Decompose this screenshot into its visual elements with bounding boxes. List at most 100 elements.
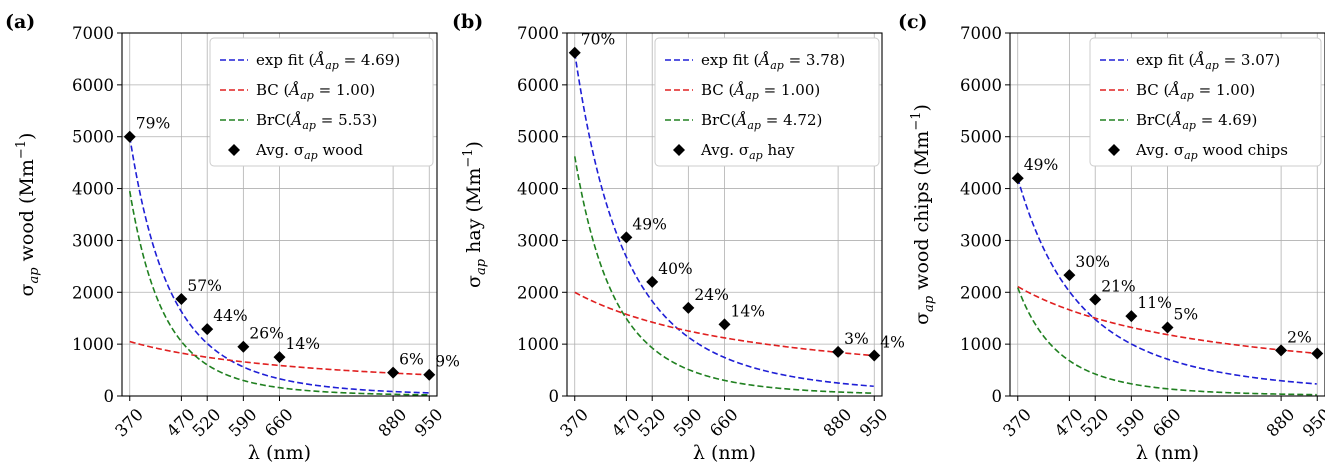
x-tick-label: 880 [820,405,856,441]
x-axis-label: λ (nm) [248,442,311,464]
legend-label-post: = 4.72) [761,111,822,129]
legend-label-sym: Å [1167,81,1180,99]
legend: exp fit (Åap = 3.07)BC (Åap = 1.00)BrC(Å… [1089,37,1322,167]
x-tick-label: 590 [1113,405,1149,441]
panel-c: 49% 30% 21%11%5% 2% 3% 0 1000 2000 3000 4000 5000 6… [898,11,1325,464]
y-tick-label: 7000 [960,24,1002,43]
legend-label: BrC(Åap = 5.53) [256,111,377,132]
y-label-end: ) [463,141,485,148]
legend-label-sub: ap [302,119,316,132]
y-label-rest: wood (Mm [16,159,38,267]
x-tick-label: 520 [189,405,225,441]
data-point [868,349,881,362]
curve-exp-fit [573,52,874,388]
legend-label-post: = 4.69) [339,51,400,69]
data-point [832,345,845,358]
y-axis-label: σap hay (Mm−1) [461,141,489,288]
data-label: 40% [658,260,692,278]
legend-label: BC (Åap = 1.00) [1136,81,1255,102]
y-tick-label: 2000 [960,283,1002,302]
legend-label-pre: exp fit ( [256,51,314,69]
data-label: 21% [1101,278,1135,296]
y-label-main: σ [463,275,485,288]
x-tick-label: 660 [706,405,742,441]
y-tick-label: 5000 [72,128,114,147]
x-tick-label: 370 [999,405,1035,441]
legend-label: BC (Åap = 1.00) [701,81,820,102]
data-point [620,231,633,244]
legend-marker [673,144,685,156]
data-label: 26% [249,325,283,343]
data-point [718,318,731,331]
data-point [1063,269,1076,282]
legend-label-pre: BrC( [256,111,292,129]
y-label-sup: −1 [14,140,29,159]
curve-bc [574,291,874,357]
x-tick-label: 370 [556,405,592,441]
legend-label-post: wood [318,141,364,159]
legend-label-sym: Å [287,81,300,99]
legend-label-sub: ap [770,59,784,72]
data-point [1275,344,1288,357]
data-point [201,323,214,336]
y-label-sup: −1 [461,148,476,167]
y-tick-label: 0 [992,387,1003,406]
y-label-sub: ap [27,267,42,284]
legend-label-post: wood chips [1198,141,1288,159]
data-label: 30% [1075,253,1109,271]
legend-label-sym: Å [1170,111,1183,129]
y-tick-label: 4000 [517,180,559,199]
curve-exp-fit [128,136,429,394]
y-tick-label: 0 [549,387,560,406]
x-tick-label: 880 [375,405,411,441]
y-label-rest: hay (Mm [463,168,485,259]
panel-label: (a) [5,11,35,33]
data-label: 2% [1287,328,1312,346]
legend: exp fit (Åap = 4.69)BC (Åap = 1.00)BrC(Å… [209,37,434,167]
data-label: 5% [1174,306,1199,324]
legend-label-post: = 1.00) [759,81,820,99]
legend-label-sym: Å [290,111,303,129]
x-tick-label: 370 [111,405,147,441]
curve-brc [128,191,429,396]
y-label-end: ) [911,104,933,111]
data-label: 57% [187,277,221,295]
legend-label-post: = 3.78) [784,51,845,69]
data-label: 14% [731,302,765,320]
legend-label: BrC(Åap = 4.72) [701,111,822,132]
y-label-main: σ [16,283,38,296]
x-tick-label: 660 [261,405,297,441]
y-tick-label: 1000 [960,335,1002,354]
legend-label-pre: BC ( [256,81,289,99]
y-tick-label: 2000 [72,283,114,302]
legend-box [654,37,880,167]
y-tick-label: 4000 [72,180,114,199]
data-point [1011,172,1024,185]
curves [1016,177,1317,396]
x-axis-label: λ (nm) [1136,442,1199,464]
legend-label-pre: BC ( [1136,81,1169,99]
data-point [568,46,581,59]
y-label-main: σ [911,312,933,325]
y-label-end: ) [16,133,38,140]
data-point [646,275,659,288]
data-label: 70% [581,31,615,49]
legend-label: exp fit (Åap = 3.07) [1136,51,1280,72]
data-label: 44% [213,307,247,325]
y-tick-label: 7000 [517,24,559,43]
x-tick-label: 520 [634,405,670,441]
legend-label-sub: ap [1205,59,1219,72]
legend-label-sub: ap [1182,119,1196,132]
x-tick-label: 590 [670,405,706,441]
legend-label-post: hay [763,141,795,159]
legend-label-pre: Avg. σ [1135,141,1184,159]
panel-label: (c) [898,11,928,33]
y-tick-label: 3000 [960,231,1002,250]
legend-label-sym: Å [757,51,770,69]
x-axis-label-text: λ (nm) [1136,442,1199,464]
legend-label-pre: BC ( [701,81,734,99]
panel-label: (b) [452,11,483,33]
x-tick-label: 950 [1299,405,1325,441]
y-label-sub: ap [474,258,489,275]
legend-label: Avg. σap wood chips [1135,141,1288,162]
